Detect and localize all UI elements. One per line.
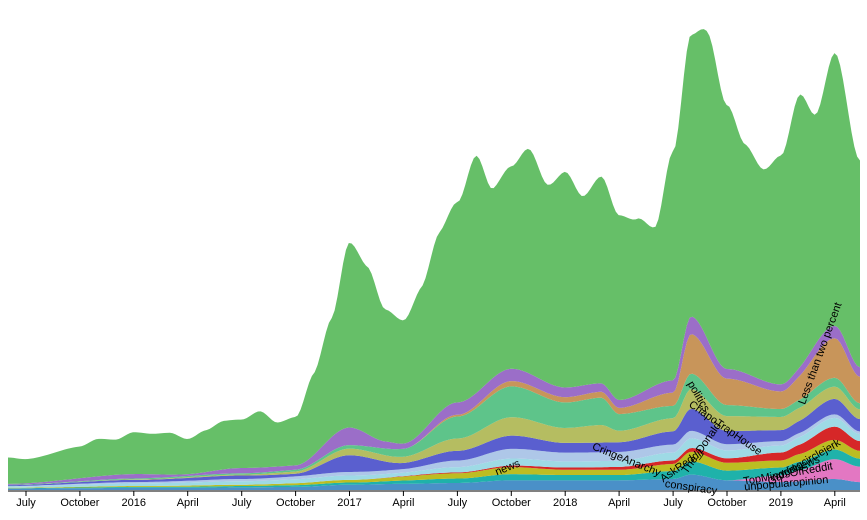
- x-tick-label: October: [707, 497, 746, 509]
- x-tick-label: 2019: [769, 497, 793, 509]
- x-tick-label: July: [448, 497, 468, 509]
- x-tick-label: 2017: [337, 497, 361, 509]
- area-cringeanarchy-2: [8, 373, 860, 486]
- x-tick-label: April: [608, 497, 630, 509]
- x-tick-label: April: [824, 497, 846, 509]
- area-conspiracy: [8, 474, 860, 490]
- x-tick-label: October: [276, 497, 315, 509]
- area-less-than-two-percent: [8, 29, 860, 484]
- x-tick-label: July: [663, 497, 683, 509]
- x-axis: July October 2016 April July October 2017 April…: [8, 490, 860, 509]
- x-tick-label: 2018: [553, 497, 577, 509]
- series-areas: [8, 29, 860, 490]
- area-topmindsofreddit: [8, 449, 860, 489]
- area-worldnews: [8, 439, 860, 489]
- x-tick-label: October: [60, 497, 99, 509]
- x-tick-label: April: [177, 497, 199, 509]
- x-tick-label: 2016: [122, 497, 146, 509]
- x-tick-label: July: [16, 497, 36, 509]
- x-tick-label: October: [492, 497, 531, 509]
- x-tick-label: April: [392, 497, 414, 509]
- x-tick-label: July: [232, 497, 252, 509]
